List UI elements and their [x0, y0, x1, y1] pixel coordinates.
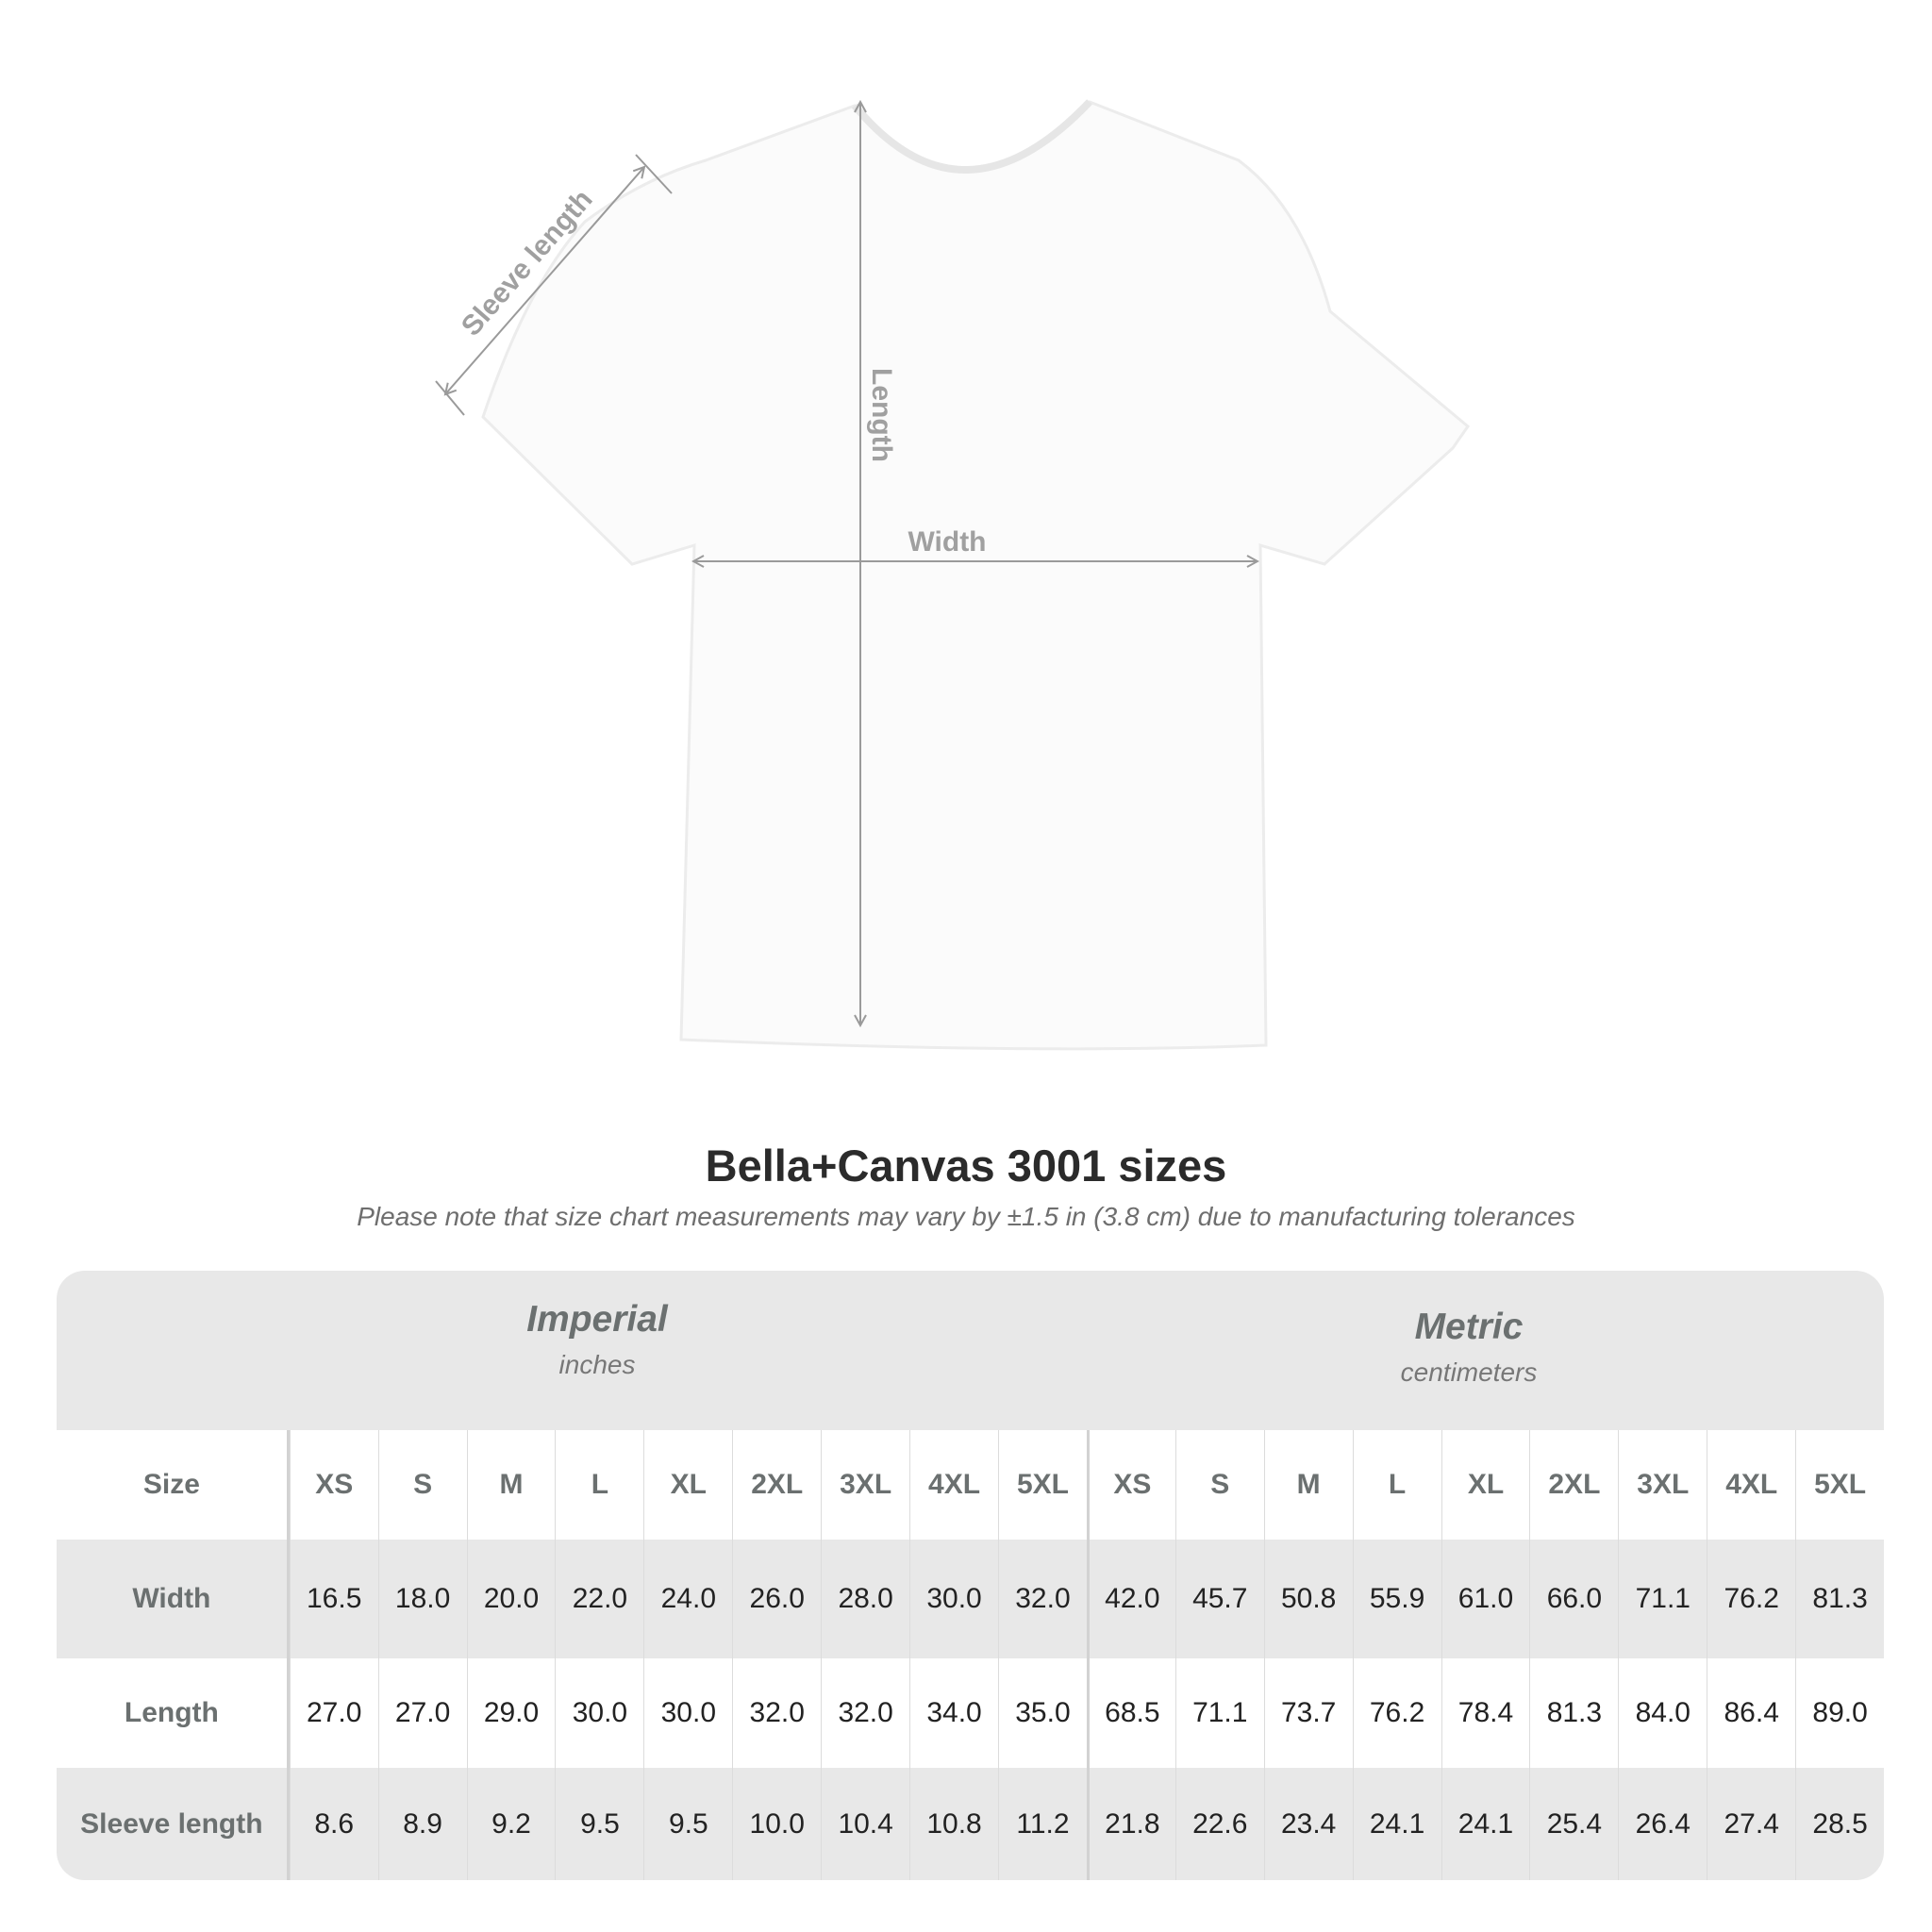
metric-value: 25.4 — [1529, 1768, 1618, 1880]
imperial-value: 29.0 — [466, 1658, 556, 1768]
imperial-value: 30.0 — [643, 1658, 732, 1768]
metric-header: Metric centimeters — [1186, 1307, 1752, 1388]
size-header-m: M — [1263, 1430, 1353, 1540]
size-header-xl: XL — [643, 1430, 732, 1540]
size-header-xl: XL — [1441, 1430, 1530, 1540]
metric-value: 22.6 — [1174, 1768, 1264, 1880]
size-header-4xl: 4XL — [1707, 1430, 1795, 1540]
imperial-value: 16.5 — [289, 1540, 378, 1658]
tshirt-diagram: Length Width Sleeve length — [435, 99, 1471, 1051]
size-header-5xl: 5XL — [998, 1430, 1087, 1540]
imperial-value: 32.0 — [821, 1658, 909, 1768]
table-row: Width 16.5 18.0 20.0 22.0 24.0 26.0 28.0 30.0 32.… — [57, 1540, 1884, 1658]
metric-value: 86.4 — [1707, 1658, 1795, 1768]
imperial-value: 20.0 — [466, 1540, 556, 1658]
size-header-m: M — [466, 1430, 556, 1540]
metric-value: 45.7 — [1174, 1540, 1264, 1658]
size-header-xs: XS — [1086, 1430, 1175, 1540]
imperial-value: 9.5 — [643, 1768, 732, 1880]
imperial-value: 24.0 — [643, 1540, 732, 1658]
unit-header-band: Imperial inches Metric centimeters — [57, 1271, 1884, 1430]
imperial-value: 9.2 — [466, 1768, 556, 1880]
row-label: Width — [57, 1540, 290, 1658]
length-label: Length — [866, 368, 897, 462]
metric-value: 61.0 — [1441, 1540, 1530, 1658]
metric-unit: centimeters — [1400, 1357, 1538, 1387]
metric-value: 23.4 — [1263, 1768, 1353, 1880]
page-title: Bella+Canvas 3001 sizes — [705, 1141, 1227, 1191]
imperial-value: 32.0 — [732, 1658, 821, 1768]
sleeve-arrow — [445, 167, 644, 394]
imperial-value: 10.8 — [909, 1768, 998, 1880]
imperial-header: Imperial inches — [314, 1299, 880, 1380]
imperial-value: 30.0 — [909, 1540, 998, 1658]
size-header-s: S — [1174, 1430, 1264, 1540]
metric-value: 89.0 — [1795, 1658, 1884, 1768]
metric-value: 42.0 — [1086, 1540, 1175, 1658]
metric-value: 76.2 — [1707, 1540, 1795, 1658]
metric-value: 27.4 — [1707, 1768, 1795, 1880]
width-label: Width — [908, 526, 986, 558]
metric-value: 68.5 — [1086, 1658, 1175, 1768]
size-header-3xl: 3XL — [821, 1430, 909, 1540]
size-header-xs: XS — [289, 1430, 378, 1540]
metric-value: 26.4 — [1618, 1768, 1707, 1880]
metric-value: 24.1 — [1441, 1768, 1530, 1880]
imperial-title: Imperial — [526, 1299, 668, 1340]
metric-value: 55.9 — [1352, 1540, 1441, 1658]
metric-value: 76.2 — [1352, 1658, 1441, 1768]
tolerance-note: Please note that size chart measurements… — [357, 1202, 1575, 1231]
imperial-value: 27.0 — [377, 1658, 467, 1768]
imperial-value: 10.0 — [732, 1768, 821, 1880]
metric-value: 73.7 — [1263, 1658, 1353, 1768]
metric-value: 24.1 — [1352, 1768, 1441, 1880]
metric-value: 81.3 — [1795, 1540, 1884, 1658]
size-header-row: Size XS S M L XL 2XL 3XL 4XL 5XL XS S M L XL 2XL 3XL 4XL 5… — [57, 1430, 1884, 1540]
imperial-value: 34.0 — [909, 1658, 998, 1768]
size-header-4xl: 4XL — [909, 1430, 998, 1540]
row-label: Length — [57, 1658, 290, 1768]
metric-value: 71.1 — [1618, 1540, 1707, 1658]
imperial-value: 26.0 — [732, 1540, 821, 1658]
metric-value: 21.8 — [1086, 1768, 1175, 1880]
table-row: Sleeve length 8.6 8.9 9.2 9.5 9.5 10.0 10.4 10.8… — [57, 1768, 1884, 1880]
metric-value: 84.0 — [1618, 1658, 1707, 1768]
imperial-value: 27.0 — [289, 1658, 378, 1768]
table-row: Length 27.0 27.0 29.0 30.0 30.0 32.0 32.0 34.0 35… — [57, 1658, 1884, 1768]
size-header-2xl: 2XL — [1529, 1430, 1618, 1540]
size-header-3xl: 3XL — [1618, 1430, 1707, 1540]
metric-value: 78.4 — [1441, 1658, 1530, 1768]
imperial-value: 30.0 — [555, 1658, 643, 1768]
imperial-value: 9.5 — [555, 1768, 643, 1880]
metric-value: 66.0 — [1529, 1540, 1618, 1658]
size-header-label: Size — [57, 1430, 290, 1540]
size-header-s: S — [377, 1430, 467, 1540]
size-header-5xl: 5XL — [1795, 1430, 1884, 1540]
imperial-value: 11.2 — [998, 1768, 1087, 1880]
imperial-value: 8.9 — [377, 1768, 467, 1880]
imperial-value: 35.0 — [998, 1658, 1087, 1768]
imperial-value: 8.6 — [289, 1768, 378, 1880]
size-header-l: L — [1352, 1430, 1441, 1540]
imperial-unit: inches — [558, 1350, 636, 1379]
metric-value: 81.3 — [1529, 1658, 1618, 1768]
metric-value: 50.8 — [1263, 1540, 1353, 1658]
row-label: Sleeve length — [57, 1768, 290, 1880]
size-header-l: L — [555, 1430, 643, 1540]
tshirt-shape — [481, 100, 1471, 1051]
imperial-value: 32.0 — [998, 1540, 1087, 1658]
imperial-value: 18.0 — [377, 1540, 467, 1658]
metric-value: 28.5 — [1795, 1768, 1884, 1880]
size-table: Imperial inches Metric centimeters Size X… — [57, 1271, 1884, 1880]
metric-title: Metric — [1414, 1307, 1524, 1347]
imperial-value: 22.0 — [555, 1540, 643, 1658]
imperial-value: 28.0 — [821, 1540, 909, 1658]
metric-value: 71.1 — [1174, 1658, 1264, 1768]
size-header-2xl: 2XL — [732, 1430, 821, 1540]
imperial-value: 10.4 — [821, 1768, 909, 1880]
